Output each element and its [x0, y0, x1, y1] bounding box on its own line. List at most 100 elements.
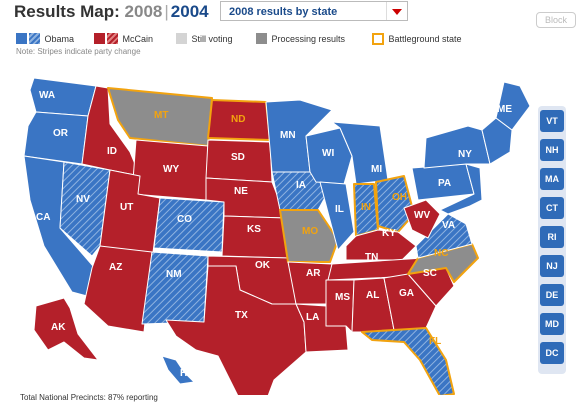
- state-wv[interactable]: [403, 199, 441, 239]
- state-oh[interactable]: [375, 175, 415, 233]
- label-in: IN: [361, 202, 371, 213]
- state-button-dc[interactable]: DC: [540, 342, 564, 364]
- label-wa: WA: [39, 90, 55, 101]
- label-id: ID: [107, 146, 117, 157]
- label-wv: WV: [414, 210, 430, 221]
- label-co: CO: [177, 214, 192, 225]
- label-ms: MS: [335, 292, 350, 303]
- label-ne: NE: [234, 186, 248, 197]
- label-pa: PA: [438, 178, 451, 189]
- state-ny[interactable]: [423, 125, 491, 169]
- label-il: IL: [335, 204, 344, 215]
- label-ok: OK: [255, 260, 271, 271]
- label-ga: GA: [399, 288, 414, 299]
- legend-mccain: McCain: [94, 33, 153, 45]
- label-wi: WI: [322, 148, 334, 159]
- label-mi: MI: [371, 164, 382, 175]
- state-nm[interactable]: [141, 251, 209, 325]
- year-2008-link[interactable]: 2008: [124, 2, 163, 21]
- state-hi[interactable]: [161, 355, 195, 385]
- label-ar: AR: [306, 268, 321, 279]
- label-mo: MO: [302, 226, 318, 237]
- title-prefix: Results Map:: [14, 2, 120, 21]
- state-button-ct[interactable]: CT: [540, 197, 564, 219]
- label-mn: MN: [280, 130, 296, 141]
- legend-still-voting: Still voting: [176, 33, 233, 45]
- dropdown-value: 2008 results by state: [229, 6, 338, 18]
- state-me[interactable]: [495, 81, 531, 131]
- precincts-reporting: Total National Precincts: 87% reporting: [20, 393, 158, 402]
- label-or: OR: [53, 128, 69, 139]
- label-la: LA: [306, 312, 319, 323]
- label-ny: NY: [458, 149, 472, 160]
- header: Results Map: 2008 | 2004 2008 results by s…: [0, 0, 578, 28]
- state-button-ri[interactable]: RI: [540, 226, 564, 248]
- label-nm: NM: [166, 269, 182, 280]
- label-az: AZ: [109, 262, 122, 273]
- label-sd: SD: [231, 152, 245, 163]
- state-ks[interactable]: [221, 215, 289, 259]
- mccain-striped-swatch-icon: [107, 33, 118, 44]
- year-separator: |: [164, 2, 169, 21]
- state-ga[interactable]: [383, 273, 437, 331]
- legend-processing: Processing results: [256, 33, 345, 45]
- state-mt[interactable]: [107, 87, 213, 147]
- legend-processing-label: Processing results: [271, 34, 346, 44]
- label-al: AL: [366, 290, 379, 301]
- state-button-de[interactable]: DE: [540, 284, 564, 306]
- state-ky[interactable]: [345, 229, 417, 261]
- state-button-ma[interactable]: MA: [540, 168, 564, 190]
- state-mo[interactable]: [279, 209, 339, 263]
- obama-striped-swatch-icon: [29, 33, 40, 44]
- label-ia: IA: [296, 180, 306, 191]
- legend-battleground: Battleground state: [372, 33, 462, 45]
- label-nv: NV: [76, 194, 90, 205]
- block-button[interactable]: Block: [536, 12, 576, 28]
- label-oh: OH: [392, 192, 407, 203]
- chevron-down-icon[interactable]: [386, 2, 407, 20]
- label-ca: CA: [36, 212, 50, 223]
- mccain-swatch-icon: [94, 33, 105, 44]
- label-ut: UT: [120, 202, 133, 213]
- label-tx: TX: [235, 310, 248, 321]
- state-tx[interactable]: [165, 265, 307, 395]
- label-nc: NC: [434, 248, 448, 259]
- state-nj-de-md[interactable]: [439, 163, 483, 215]
- state-ne-cluster[interactable]: [481, 117, 513, 165]
- label-wy: WY: [163, 164, 179, 175]
- state-button-nj[interactable]: NJ: [540, 255, 564, 277]
- state-button-md[interactable]: MD: [540, 313, 564, 335]
- battleground-swatch-icon: [372, 33, 384, 45]
- label-me: ME: [497, 104, 512, 115]
- year-2004-link[interactable]: 2004: [170, 2, 209, 21]
- state-ak[interactable]: [33, 297, 99, 361]
- label-va: VA: [442, 220, 455, 231]
- label-mt: MT: [154, 110, 168, 121]
- state-co[interactable]: [153, 197, 225, 253]
- processing-swatch-icon: [256, 33, 267, 44]
- legend-still-voting-label: Still voting: [191, 34, 233, 44]
- state-fl[interactable]: [361, 327, 455, 395]
- label-ky: KY: [382, 228, 396, 239]
- legend-note: Note: Stripes indicate party change: [16, 47, 141, 56]
- label-ks: KS: [247, 224, 261, 235]
- state-button-vt[interactable]: VT: [540, 110, 564, 132]
- us-map: WA OR CA NV ID MT WY UT CO AZ NM ND SD N…: [23, 77, 531, 395]
- state-button-nh[interactable]: NH: [540, 139, 564, 161]
- results-map-title: Results Map: 2008 | 2004: [14, 2, 209, 22]
- results-dropdown[interactable]: 2008 results by state: [220, 1, 408, 21]
- legend-obama: Obama: [16, 33, 74, 45]
- legend-battleground-label: Battleground state: [388, 34, 462, 44]
- label-sc: SC: [423, 268, 437, 279]
- label-nd: ND: [231, 114, 245, 125]
- legend-mccain-label: McCain: [122, 34, 154, 44]
- label-hi: HI: [180, 368, 190, 379]
- obama-swatch-icon: [16, 33, 27, 44]
- still-voting-swatch-icon: [176, 33, 187, 44]
- label-fl: FL: [429, 336, 441, 347]
- state-az[interactable]: [83, 245, 153, 333]
- small-states-sidebar: VT NH MA CT RI NJ DE MD DC: [538, 106, 566, 374]
- state-ms[interactable]: [325, 279, 355, 333]
- label-ak: AK: [51, 322, 66, 333]
- state-il[interactable]: [319, 181, 355, 251]
